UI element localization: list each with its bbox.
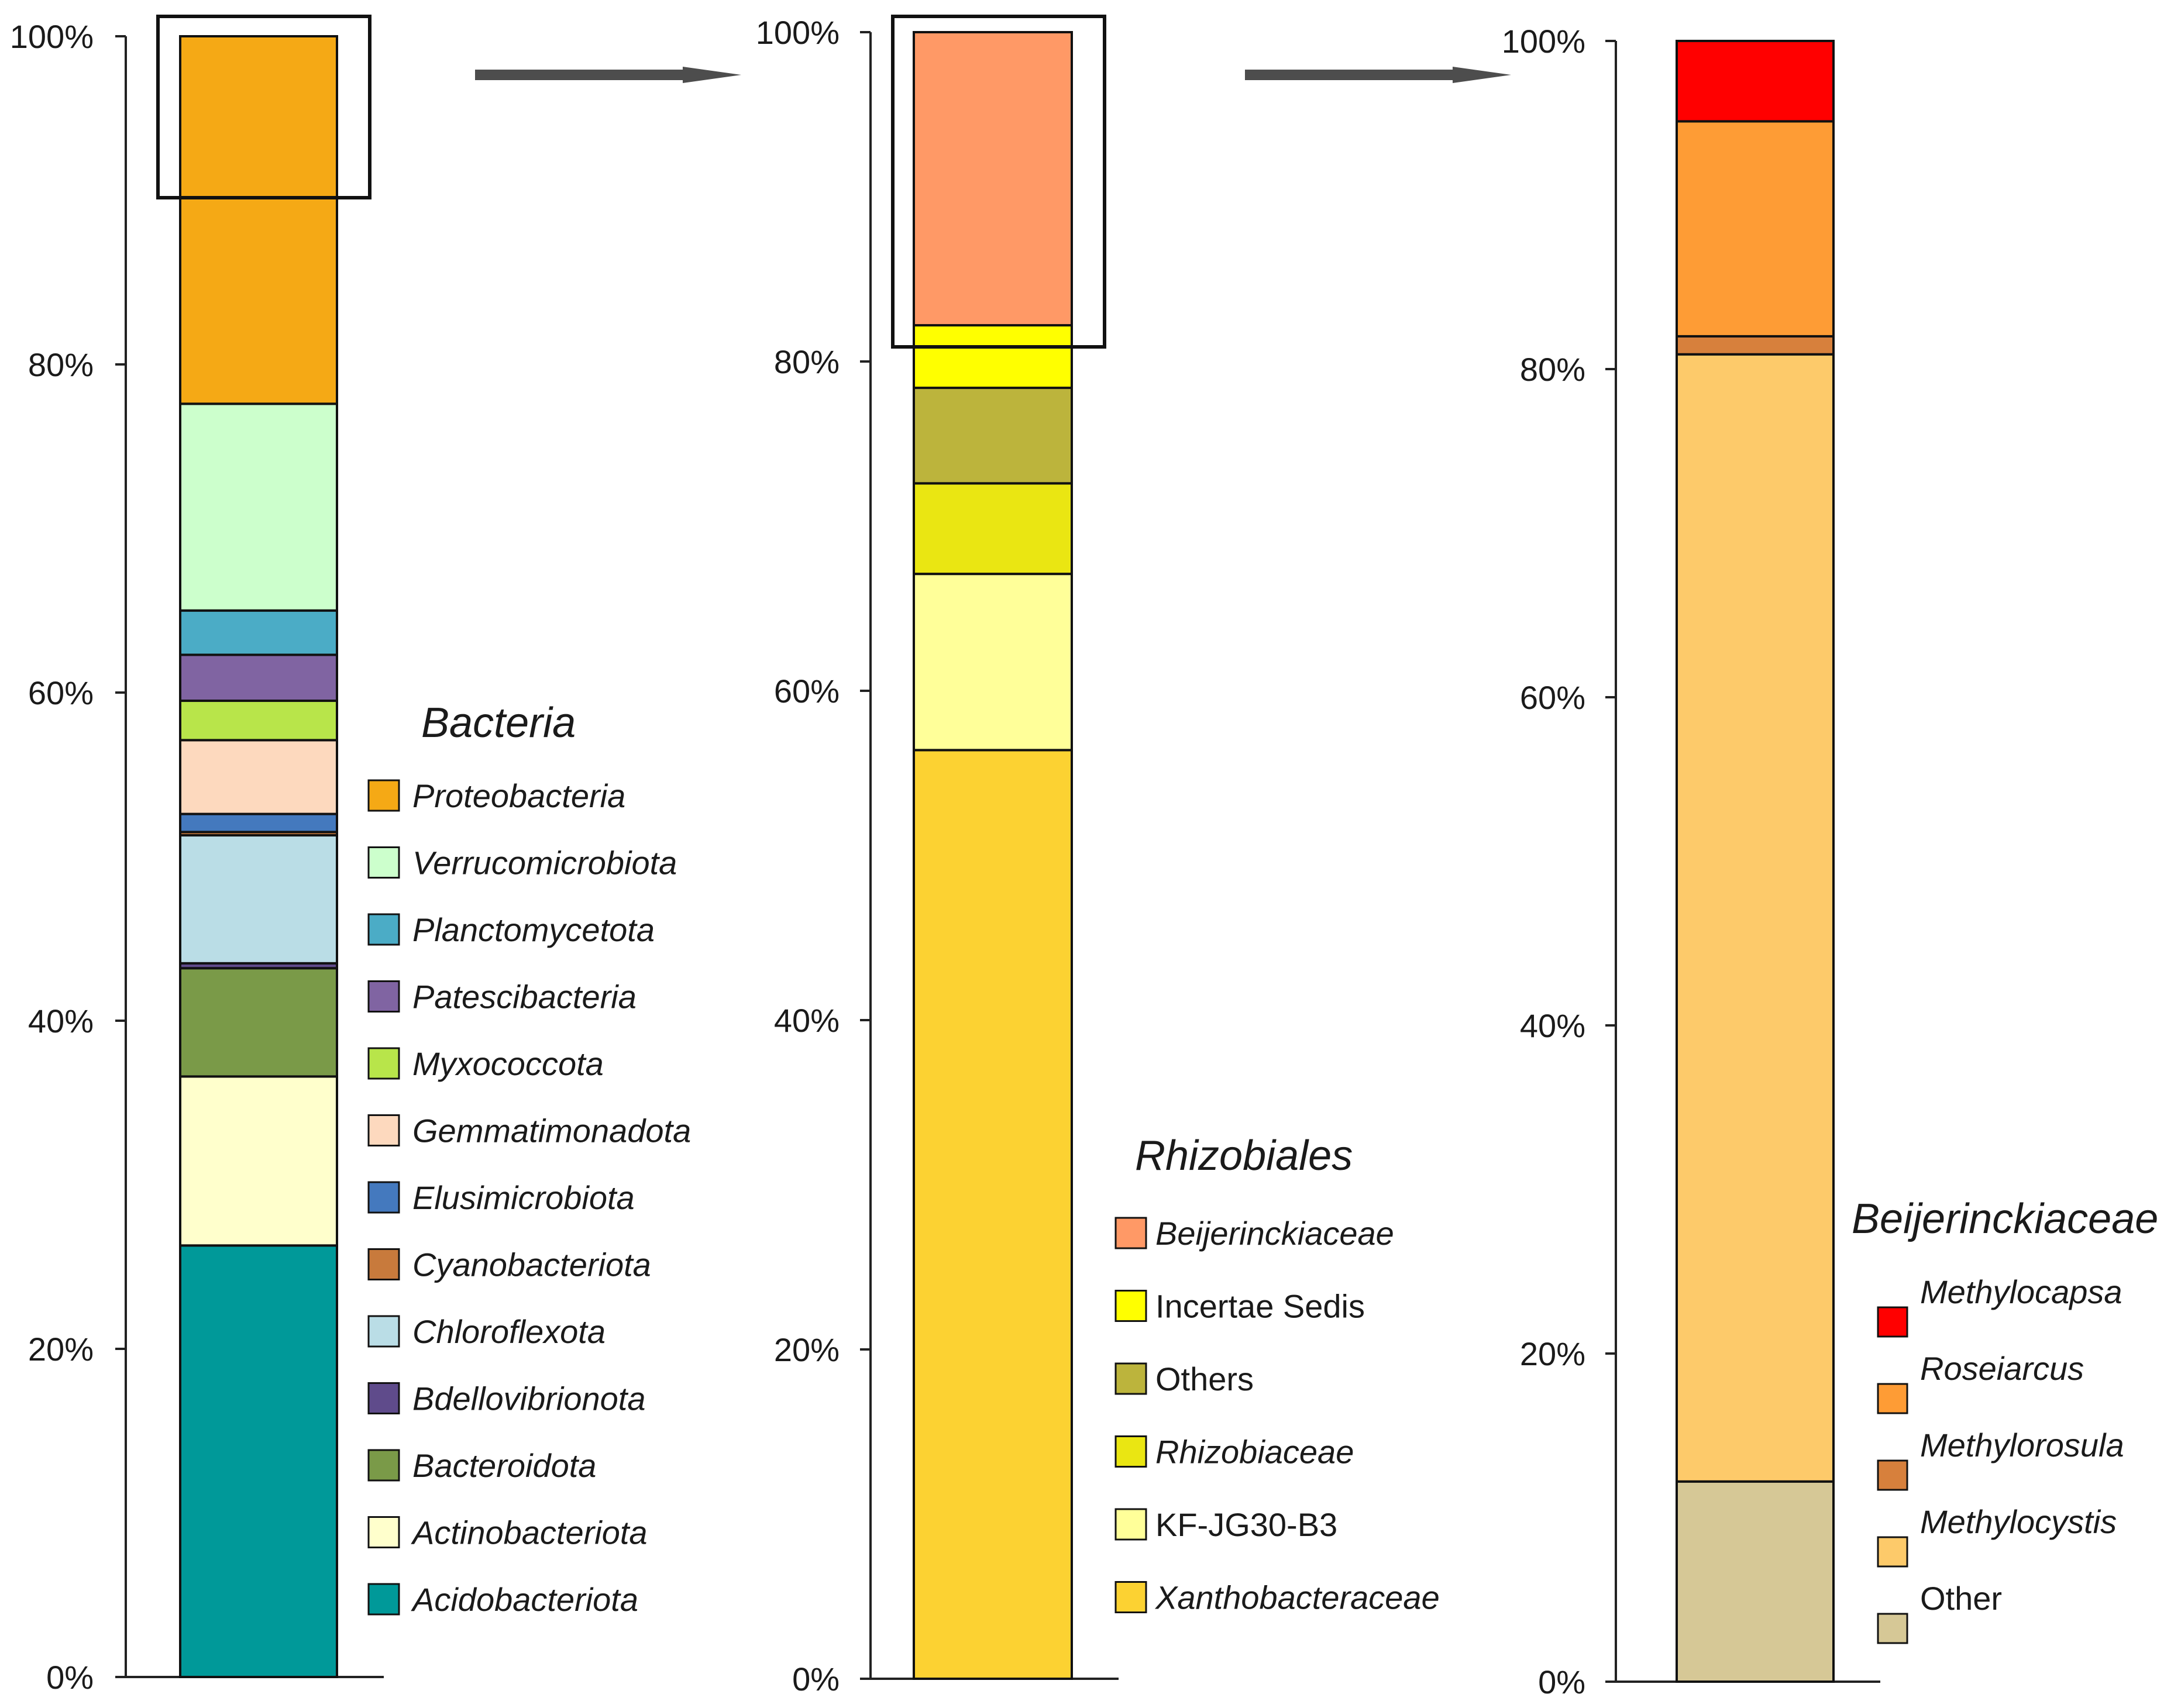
arrow-head-2 xyxy=(1453,67,1511,83)
legend-title: Bacteria xyxy=(421,700,576,746)
y-tick-label: 60% xyxy=(28,674,94,711)
y-tick-label: 80% xyxy=(774,343,840,380)
legend-title: Beijerinckiaceae xyxy=(1852,1196,2158,1242)
legend-label: Gemmatimonadota xyxy=(412,1113,691,1149)
bar-segment-verrucomicrobiota xyxy=(179,402,338,612)
legend-label: Methylocystis xyxy=(1920,1503,2117,1540)
legend-label: Planctomycetota xyxy=(412,911,655,948)
y-tick-label: 80% xyxy=(1520,351,1585,388)
y-tick-label: 0% xyxy=(46,1659,94,1696)
legend-swatch xyxy=(367,846,400,879)
legend-label: Elusimicrobiota xyxy=(412,1179,635,1216)
y-tick-label: 20% xyxy=(28,1331,94,1368)
legend-swatch xyxy=(1114,1217,1147,1249)
legend-label: Verrucomicrobiota xyxy=(412,845,677,881)
legend-label: KF-JG30-B3 xyxy=(1155,1506,1337,1543)
legend-swatch xyxy=(367,1382,400,1414)
legend-label: Roseiarcus xyxy=(1920,1350,2084,1387)
legend-label: Acidobacteriota xyxy=(411,1581,638,1618)
legend-swatch xyxy=(367,1449,400,1482)
legend-swatch xyxy=(1877,1383,1908,1414)
bar-segment-other xyxy=(1676,1480,1835,1683)
bar-segment-beijerinckiaceae xyxy=(913,31,1073,327)
bar-segment-chloroflexota xyxy=(179,834,338,965)
legend-label: Myxococcota xyxy=(412,1045,604,1082)
y-tick-label: 40% xyxy=(774,1002,840,1039)
legend-swatch xyxy=(1114,1581,1147,1613)
legend-swatch xyxy=(1114,1435,1147,1468)
legend-label: Chloroflexota xyxy=(412,1313,606,1350)
y-tick-label: 0% xyxy=(1538,1664,1585,1700)
legend-label: Patescibacteria xyxy=(412,979,637,1015)
legend-label: Cyanobacteriota xyxy=(412,1246,651,1283)
legend-swatch xyxy=(367,1583,400,1616)
legend-label: Incertae Sedis xyxy=(1155,1288,1365,1325)
chart-panel-3: 0% 20% 40% 60% 80% 100% Beijerinckiaceae Methyl… xyxy=(1502,23,2159,1700)
arrow-head-1 xyxy=(683,67,741,83)
legend-label: Beijerinckiaceae xyxy=(1155,1215,1394,1252)
legend-swatch xyxy=(1877,1306,1908,1338)
bar-segment-acidobacteriota xyxy=(179,1244,338,1678)
highlight-box xyxy=(156,15,371,199)
legend-swatch xyxy=(1114,1290,1147,1322)
y-tick-label: 40% xyxy=(28,1003,94,1039)
bar-segment-kf-jg30-b3 xyxy=(913,573,1073,752)
legend-swatch xyxy=(367,913,400,946)
y-tick-label: 100% xyxy=(10,18,94,55)
legend-title: Rhizobiales xyxy=(1135,1132,1353,1179)
legend-label: Xanthobacteraceae xyxy=(1154,1579,1440,1616)
bar-segment-methylorosula xyxy=(1676,335,1835,356)
y-tick-label: 100% xyxy=(1502,23,1585,60)
legend-label: Methylorosula xyxy=(1920,1427,2124,1463)
legend-label: Proteobacteria xyxy=(412,777,625,814)
bar-segment-patescibacteria xyxy=(179,653,338,703)
legend-swatch xyxy=(367,1516,400,1548)
bar-segment-incertae-sedis xyxy=(913,324,1073,390)
legend-swatch xyxy=(367,1315,400,1348)
highlight-box xyxy=(891,15,1106,349)
legend-swatch xyxy=(367,1248,400,1280)
legend-swatch xyxy=(1877,1536,1908,1568)
legend-swatch xyxy=(367,1181,400,1214)
legend-label: Actinobacteriota xyxy=(411,1514,648,1551)
legend-swatch xyxy=(1114,1508,1147,1541)
bar-segment-methylocystis xyxy=(1676,353,1835,1483)
y-tick-label: 20% xyxy=(774,1331,840,1368)
bar-segment-rhizobiaceae xyxy=(913,482,1073,576)
chart-panel-2: 0% 20% 40% 60% 80% 100% Rhizobiales Beijerincki… xyxy=(756,14,1440,1697)
legend-label: Rhizobiaceae xyxy=(1155,1434,1354,1471)
y-tick-label: 0% xyxy=(792,1661,840,1697)
bar-segment-bacteroidota xyxy=(179,967,338,1078)
y-tick-label: 60% xyxy=(1520,679,1585,716)
bar-segment-roseiarcus xyxy=(1676,120,1835,338)
y-tick-label: 80% xyxy=(28,346,94,383)
legend-swatch xyxy=(367,779,400,812)
legend-swatch xyxy=(367,1114,400,1146)
legend-label: Bacteroidota xyxy=(412,1447,596,1484)
legend-label: Methylocapsa xyxy=(1920,1273,2122,1310)
y-tick-label: 100% xyxy=(756,14,840,51)
bar-segment-xanthobacteraceae xyxy=(913,749,1073,1680)
bar-segment-actinobacteriota xyxy=(179,1075,338,1247)
legend-swatch xyxy=(1877,1613,1908,1644)
legend-label: Bdellovibrionota xyxy=(412,1380,645,1417)
bar-segment-others xyxy=(913,387,1073,485)
y-tick-label: 40% xyxy=(1520,1007,1585,1044)
legend-label: Other xyxy=(1920,1580,2002,1617)
bar-segment-gemmatimonadota xyxy=(179,739,338,815)
legend-swatch xyxy=(1114,1362,1147,1395)
bar-segment-proteobacteria xyxy=(179,35,338,405)
bar-segment-myxococcota xyxy=(179,700,338,742)
bar-segment-planctomycetota xyxy=(179,609,338,656)
legend-swatch xyxy=(367,980,400,1013)
legend-swatch xyxy=(367,1047,400,1080)
chart-panel-1: 0% 20% 40% 60% 80% 100% Bacteria Proteobacteria… xyxy=(10,15,691,1696)
bar-segment-elusimicrobiota xyxy=(179,812,338,834)
y-tick-label: 60% xyxy=(774,673,840,710)
legend-swatch xyxy=(1877,1459,1908,1491)
legend-label: Others xyxy=(1155,1361,1254,1397)
y-tick-label: 20% xyxy=(1520,1335,1585,1372)
bar-segment-methylocapsa xyxy=(1676,40,1835,123)
